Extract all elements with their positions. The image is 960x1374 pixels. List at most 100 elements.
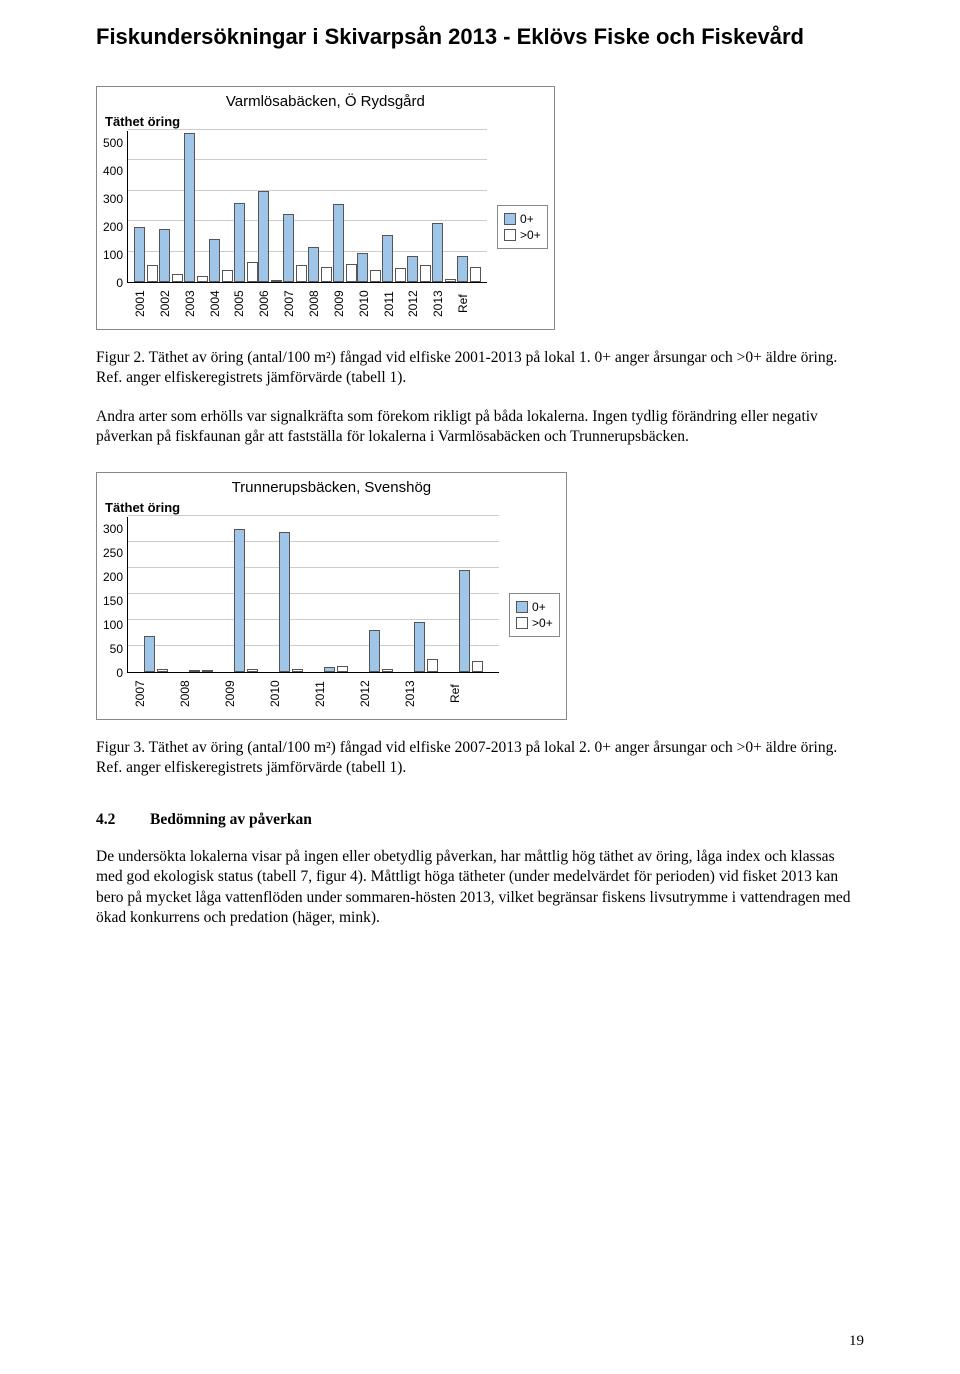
section-title: Bedömning av påverkan: [150, 811, 312, 828]
chart2-legend: 0+ >0+: [509, 593, 560, 637]
paragraph: Andra arter som erhölls var signalkräfta…: [96, 407, 864, 448]
x-tick: 2012: [406, 285, 431, 323]
bar: [157, 669, 168, 672]
bar: [472, 661, 483, 671]
bar: [172, 274, 183, 282]
bar: [258, 191, 269, 282]
x-tick: 2004: [208, 285, 233, 323]
bar: [234, 529, 245, 672]
bar: [184, 133, 195, 282]
legend-swatch-icon: [516, 617, 528, 629]
x-tick: 2013: [403, 675, 448, 713]
x-tick: 2010: [357, 285, 382, 323]
chart1-subtitle: Täthet öring: [105, 114, 548, 129]
chart1-legend: 0+ >0+: [497, 205, 548, 249]
bar: [369, 630, 380, 672]
legend-swatch-icon: [504, 213, 516, 225]
x-tick: 2009: [223, 675, 268, 713]
chart1-plot: [127, 131, 487, 283]
legend-item: >0+: [504, 228, 541, 242]
bar: [234, 203, 245, 282]
y-tick: 0: [103, 277, 123, 289]
bar: [346, 264, 357, 282]
x-tick: 2001: [133, 285, 158, 323]
chart1-y-axis: 5004003002001000: [103, 131, 127, 283]
bar: [159, 229, 170, 282]
bar: [420, 265, 431, 282]
chart2-plot: [127, 517, 499, 673]
bar: [222, 270, 233, 282]
x-tick: 2013: [431, 285, 456, 323]
x-tick: 2009: [332, 285, 357, 323]
document-title: Fiskundersökningar i Skivarpsån 2013 - E…: [96, 24, 864, 50]
figure-3-caption: Figur 3. Täthet av öring (antal/100 m²) …: [96, 738, 864, 779]
x-tick: 2010: [268, 675, 313, 713]
legend-swatch-icon: [504, 229, 516, 241]
y-tick: 200: [103, 221, 123, 233]
figure-3-chart: Trunnerupsbäcken, Svenshög Täthet öring …: [96, 472, 567, 720]
y-tick: 300: [103, 523, 123, 535]
chart1-body: 5004003002001000 20012002200320042005200…: [103, 131, 548, 323]
x-tick: 2008: [307, 285, 332, 323]
y-tick: 150: [103, 595, 123, 607]
bar: [337, 666, 348, 672]
bar: [321, 267, 332, 282]
bar: [134, 227, 145, 282]
y-tick: 0: [103, 667, 123, 679]
legend-item: >0+: [516, 616, 553, 630]
x-tick: 2003: [183, 285, 208, 323]
legend-label: 0+: [532, 600, 546, 614]
x-tick: Ref: [456, 285, 481, 323]
x-tick: Ref: [448, 675, 493, 713]
chart2-subtitle: Täthet öring: [105, 500, 560, 515]
bar: [407, 256, 418, 282]
legend-label: >0+: [520, 228, 541, 242]
y-tick: 500: [103, 137, 123, 149]
bar: [445, 279, 456, 282]
bar: [357, 253, 368, 282]
figure-2-chart: Varmlösabäcken, Ö Rydsgård Täthet öring …: [96, 86, 555, 330]
x-tick: 2005: [232, 285, 257, 323]
bar: [209, 239, 220, 282]
y-tick: 400: [103, 165, 123, 177]
figure-2-caption: Figur 2. Täthet av öring (antal/100 m²) …: [96, 348, 864, 389]
legend-swatch-icon: [516, 601, 528, 613]
bar: [324, 667, 335, 672]
x-tick: 2011: [313, 675, 358, 713]
x-tick: 2011: [382, 285, 407, 323]
page-number: 19: [849, 1333, 864, 1350]
chart2-y-axis: 300250200150100500: [103, 517, 127, 673]
bar: [247, 262, 258, 282]
y-tick: 100: [103, 619, 123, 631]
bar: [202, 670, 213, 672]
bar: [189, 670, 200, 672]
legend-item: 0+: [516, 600, 553, 614]
chart2-x-axis: 2007200820092010201120122013Ref: [127, 673, 499, 713]
y-tick: 50: [103, 643, 123, 655]
paragraph: De undersökta lokalerna visar på ingen e…: [96, 847, 864, 929]
legend-label: >0+: [532, 616, 553, 630]
bar: [247, 669, 258, 672]
x-tick: 2006: [257, 285, 282, 323]
y-tick: 200: [103, 571, 123, 583]
bar: [395, 268, 406, 282]
y-tick: 250: [103, 547, 123, 559]
legend-item: 0+: [504, 212, 541, 226]
x-tick: 2002: [158, 285, 183, 323]
x-tick: 2007: [282, 285, 307, 323]
bar: [147, 265, 158, 282]
chart1-title: Varmlösabäcken, Ö Rydsgård: [103, 93, 548, 110]
bar: [333, 204, 344, 282]
legend-label: 0+: [520, 212, 534, 226]
bar: [382, 235, 393, 282]
x-tick: 2008: [178, 675, 223, 713]
x-tick: 2007: [133, 675, 178, 713]
bar: [414, 622, 425, 671]
bar: [296, 265, 307, 282]
y-tick: 100: [103, 249, 123, 261]
chart2-body: 300250200150100500 200720082009201020112…: [103, 517, 560, 713]
bar: [382, 669, 393, 672]
bar: [271, 280, 282, 282]
section-heading: 4.2Bedömning av påverkan: [96, 811, 864, 829]
bar: [308, 247, 319, 282]
